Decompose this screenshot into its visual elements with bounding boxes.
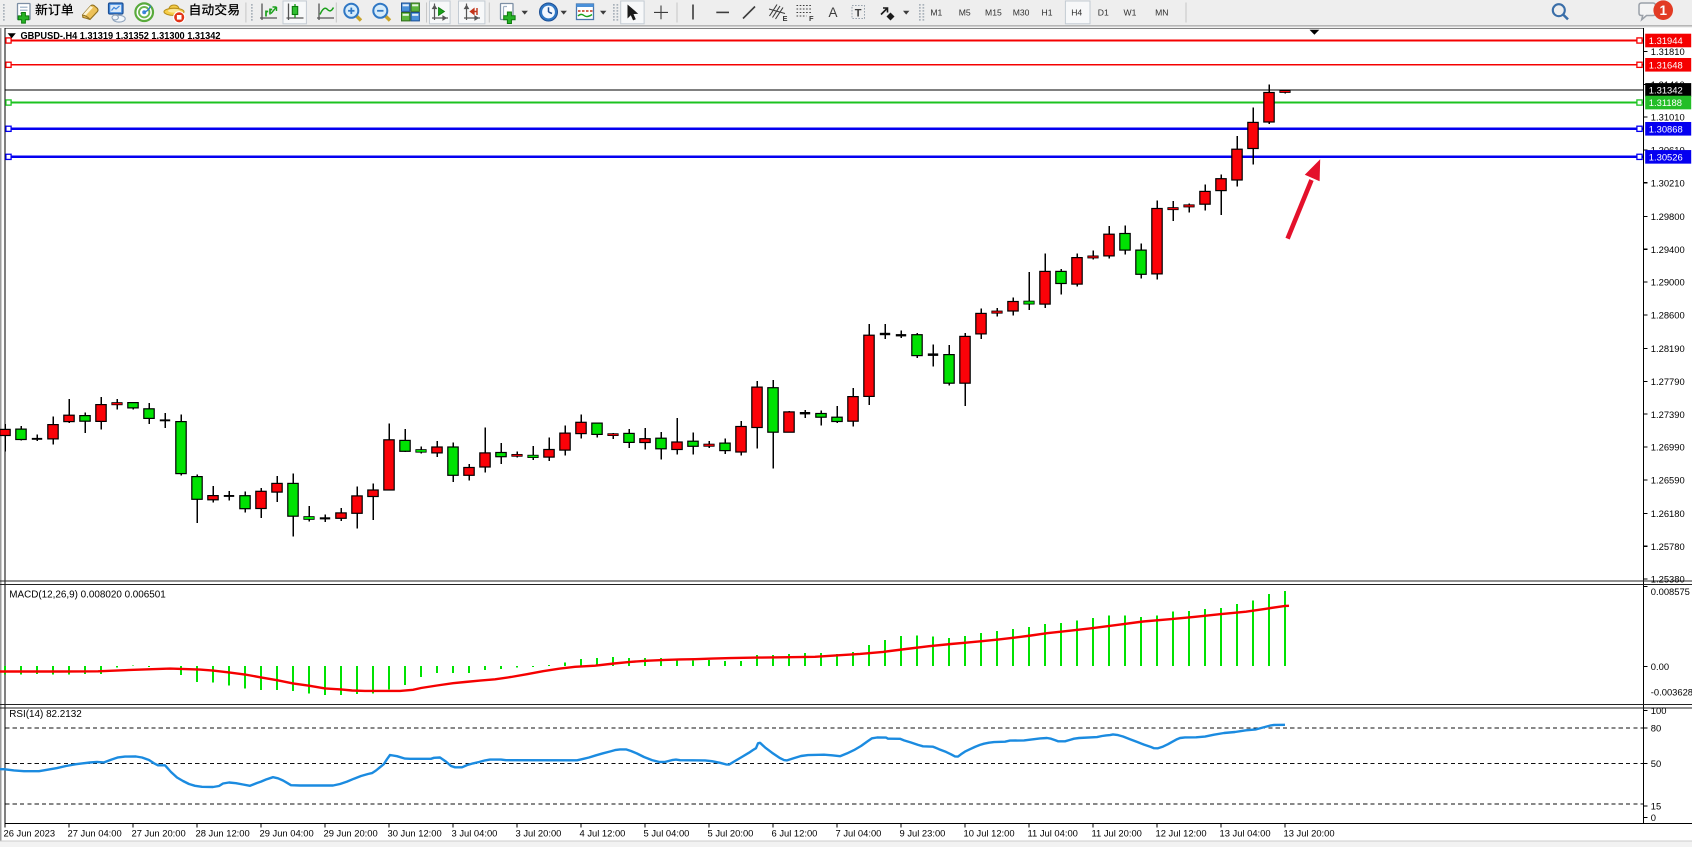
- svg-text:MN: MN: [1155, 7, 1168, 17]
- svg-text:0.008575: 0.008575: [1651, 586, 1690, 597]
- svg-text:1.31944: 1.31944: [1649, 35, 1683, 46]
- svg-text:A: A: [829, 5, 838, 20]
- svg-text:5 Jul 20:00: 5 Jul 20:00: [708, 828, 754, 839]
- svg-text:80: 80: [1651, 723, 1661, 734]
- svg-text:1.29400: 1.29400: [1651, 244, 1685, 255]
- svg-text:1.27390: 1.27390: [1651, 409, 1685, 420]
- svg-text:0: 0: [1651, 812, 1656, 823]
- svg-text:29 Jun 04:00: 29 Jun 04:00: [260, 828, 314, 839]
- svg-text:RSI(14) 82.2132: RSI(14) 82.2132: [9, 709, 81, 720]
- svg-text:10 Jul 12:00: 10 Jul 12:00: [964, 828, 1015, 839]
- svg-text:1: 1: [1659, 3, 1667, 18]
- svg-text:1.29000: 1.29000: [1651, 277, 1685, 288]
- svg-text:28 Jun 12:00: 28 Jun 12:00: [196, 828, 250, 839]
- svg-text:11 Jul 20:00: 11 Jul 20:00: [1092, 828, 1142, 839]
- svg-text:-0.003628: -0.003628: [1651, 686, 1692, 697]
- svg-text:0.00: 0.00: [1651, 661, 1669, 672]
- svg-text:3 Jul 04:00: 3 Jul 04:00: [452, 828, 498, 839]
- svg-text:H1: H1: [1042, 7, 1053, 17]
- svg-text:H4: H4: [1071, 7, 1082, 17]
- svg-text:1.31010: 1.31010: [1651, 112, 1685, 123]
- svg-text:5 Jul 04:00: 5 Jul 04:00: [644, 828, 690, 839]
- svg-text:T: T: [855, 8, 862, 20]
- svg-text:1.30526: 1.30526: [1649, 151, 1683, 162]
- svg-text:1.26990: 1.26990: [1651, 442, 1685, 453]
- svg-text:F: F: [809, 14, 814, 23]
- svg-text:4 Jul 12:00: 4 Jul 12:00: [580, 828, 626, 839]
- svg-text:1.29800: 1.29800: [1651, 211, 1685, 222]
- svg-text:15: 15: [1651, 801, 1661, 812]
- svg-text:1.25780: 1.25780: [1651, 541, 1685, 552]
- svg-text:M1: M1: [930, 7, 942, 17]
- svg-text:27 Jun 20:00: 27 Jun 20:00: [132, 828, 186, 839]
- svg-text:50: 50: [1651, 758, 1661, 769]
- svg-text:M30: M30: [1013, 7, 1030, 17]
- svg-text:GBPUSD-.H4 1.31319 1.31352 1.: GBPUSD-.H4 1.31319 1.31352 1.31300 1.313…: [21, 31, 221, 42]
- svg-text:9 Jul 23:00: 9 Jul 23:00: [900, 828, 946, 839]
- svg-text:13 Jul 20:00: 13 Jul 20:00: [1284, 828, 1335, 839]
- svg-text:29 Jun 20:00: 29 Jun 20:00: [324, 828, 378, 839]
- svg-text:MACD(12,26,9) 0.008020 0.00650: MACD(12,26,9) 0.008020 0.006501: [9, 589, 166, 600]
- svg-text:M15: M15: [985, 7, 1002, 17]
- svg-text:26 Jun 2023: 26 Jun 2023: [4, 828, 56, 839]
- svg-text:30 Jun 12:00: 30 Jun 12:00: [388, 828, 442, 839]
- svg-text:W1: W1: [1123, 7, 1136, 17]
- svg-text:1.26590: 1.26590: [1651, 474, 1685, 485]
- svg-text:1.27790: 1.27790: [1651, 376, 1685, 387]
- svg-text:12 Jul 12:00: 12 Jul 12:00: [1156, 828, 1207, 839]
- svg-text:13 Jul 04:00: 13 Jul 04:00: [1220, 828, 1271, 839]
- svg-text:1.31342: 1.31342: [1649, 84, 1683, 95]
- svg-text:6 Jul 12:00: 6 Jul 12:00: [772, 828, 818, 839]
- svg-text:1.31810: 1.31810: [1651, 46, 1685, 57]
- svg-text:1.26180: 1.26180: [1651, 508, 1685, 519]
- svg-text:7 Jul 04:00: 7 Jul 04:00: [836, 828, 882, 839]
- svg-text:1.25380: 1.25380: [1651, 574, 1685, 585]
- svg-text:1.31188: 1.31188: [1649, 97, 1682, 108]
- svg-text:1.30210: 1.30210: [1651, 177, 1685, 188]
- svg-text:1.30868: 1.30868: [1649, 123, 1683, 134]
- svg-text:M5: M5: [959, 7, 971, 17]
- svg-text:100: 100: [1651, 705, 1667, 716]
- svg-text:3 Jul 20:00: 3 Jul 20:00: [516, 828, 562, 839]
- svg-text:D1: D1: [1098, 7, 1109, 17]
- svg-text:1.28600: 1.28600: [1651, 310, 1685, 321]
- svg-text:1.28190: 1.28190: [1651, 343, 1685, 354]
- svg-text:1.31648: 1.31648: [1649, 59, 1683, 70]
- svg-text:27 Jun 04:00: 27 Jun 04:00: [68, 828, 122, 839]
- svg-text:11 Jul 04:00: 11 Jul 04:00: [1028, 828, 1078, 839]
- svg-text:E: E: [783, 14, 788, 23]
